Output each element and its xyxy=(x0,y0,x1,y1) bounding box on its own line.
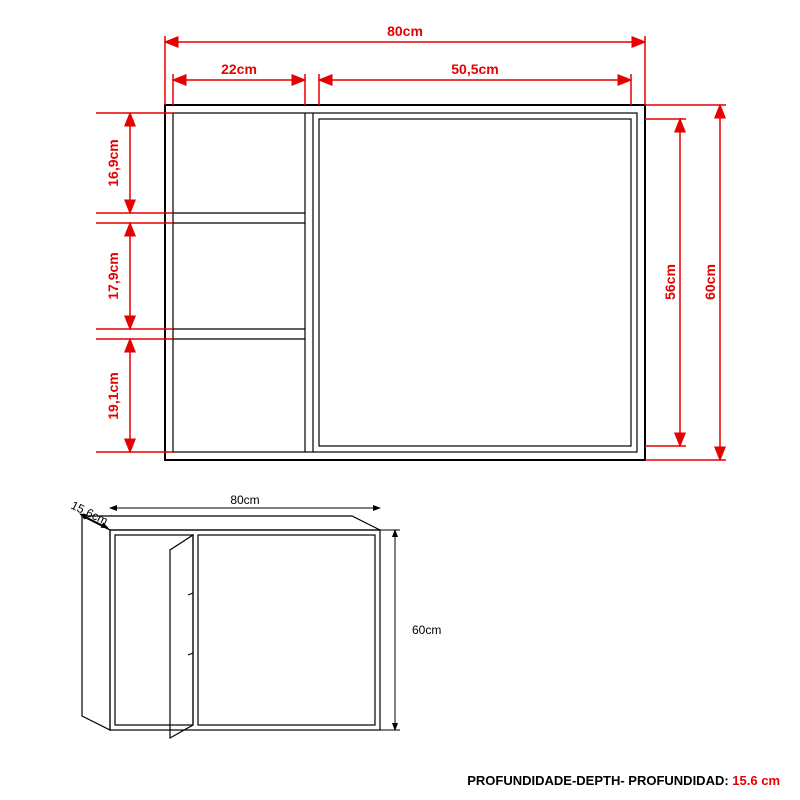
dim-shelf3: 19,1cm xyxy=(105,372,121,419)
footer-value: 15.6 cm xyxy=(732,773,780,788)
iso-d: 15,6cm xyxy=(69,498,111,528)
front-elevation xyxy=(165,105,645,460)
footer-label: PROFUNDIDADE-DEPTH- PROFUNDIDAD: xyxy=(467,773,728,788)
dim-shelf1: 16,9cm xyxy=(105,139,121,186)
isometric-view: 80cm 15,6cm 60cm xyxy=(69,493,442,738)
dim-top: 80cm 22cm 50,5cm xyxy=(165,23,645,105)
dim-shelf2: 17,9cm xyxy=(105,252,121,299)
dim-total-h: 60cm xyxy=(702,264,718,300)
dim-shelf-w: 22cm xyxy=(221,61,257,77)
dim-total-w: 80cm xyxy=(387,23,423,39)
technical-drawing: 80cm 22cm 50,5cm 60cm 56cm 16,9 xyxy=(0,0,800,800)
depth-footer: PROFUNDIDADE-DEPTH- PROFUNDIDAD: 15.6 cm xyxy=(467,773,780,788)
dim-inner-h: 56cm xyxy=(662,264,678,300)
iso-h: 60cm xyxy=(412,623,441,637)
dim-door-w: 50,5cm xyxy=(451,61,498,77)
iso-w: 80cm xyxy=(230,493,259,507)
dim-left: 16,9cm 17,9cm 19,1cm xyxy=(96,113,173,452)
dim-right: 60cm 56cm xyxy=(645,105,726,460)
